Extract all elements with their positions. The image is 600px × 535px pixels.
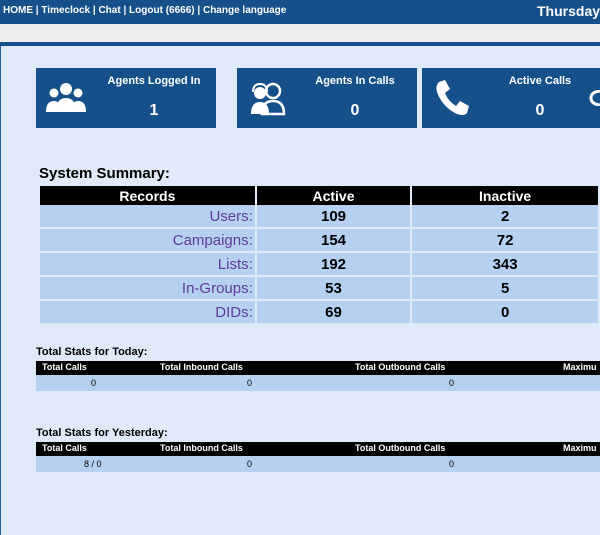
table-header-row: Total Calls Total Inbound Calls Total Ou… [36,442,600,456]
inactive-count: 2 [412,205,598,229]
table-row: Users: 109 2 [40,205,598,229]
active-calls-card[interactable]: Active Calls 0 [422,68,600,128]
total-inbound-value: 0 [247,378,253,388]
today-stats-table: Total Calls Total Inbound Calls Total Ou… [36,361,600,391]
card-title: Agents In Calls [315,75,395,87]
column-header: Maximu [563,362,597,372]
table-header-row: Records Active Inactive [40,186,598,205]
active-count: 192 [256,253,411,277]
active-count: 69 [256,301,411,325]
left-border [0,46,1,535]
total-calls-value: 0 [91,378,97,388]
table-row: 8 / 0 0 0 [36,456,600,472]
column-header: Inactive [412,186,598,205]
yesterday-stats-title: Total Stats for Yesterday: [36,427,168,439]
current-date: Thursday [537,3,600,19]
card-title: Agents Logged In [107,75,201,87]
active-count: 53 [256,277,411,301]
column-header: Maximu [563,443,597,453]
phone-icon [436,80,469,115]
partial-card[interactable] [587,68,600,128]
top-bar: HOME | Timeclock | Chat | Logout (6666) … [0,0,600,24]
nav-change-language-link[interactable]: Change language [202,5,287,16]
agents-logged-in-card[interactable]: Agents Logged In 1 [36,68,216,128]
record-label[interactable]: DIDs: [40,301,255,325]
column-header: Total Calls [42,443,87,453]
system-summary-title: System Summary: [39,165,170,182]
nav-separator: | [194,5,203,16]
card-title: Active Calls [508,75,572,87]
total-outbound-value: 0 [449,459,455,469]
sub-header-strip [0,24,600,42]
card-value: 0 [535,102,545,119]
system-summary-table: Records Active Inactive Users: 109 2 Cam… [38,186,600,325]
table-row: In-Groups: 53 5 [40,277,598,301]
table-row: Campaigns: 154 72 [40,229,598,253]
column-header: Total Outbound Calls [355,443,446,453]
nav-home-link[interactable]: HOME [3,5,33,16]
column-header: Total Outbound Calls [355,362,446,372]
record-label[interactable]: Lists: [40,253,255,277]
column-header: Active [256,186,411,205]
total-calls-value: 8 / 0 [84,459,102,469]
nav-logout-link[interactable]: Logout (6666) [129,5,195,16]
column-header: Records [40,186,255,205]
agents-in-calls-card[interactable]: Agents In Calls 0 [237,68,417,128]
nav-separator: | [120,5,130,16]
nav-chat-link[interactable]: Chat [98,5,121,16]
partial-card-icon [589,90,600,106]
record-label[interactable]: Users: [40,205,255,229]
nav-separator: | [33,5,42,16]
total-inbound-value: 0 [247,459,253,469]
record-label[interactable]: Campaigns: [40,229,255,253]
column-header: Total Calls [42,362,87,372]
agents-headset-icon [251,82,286,116]
top-nav: HOME | Timeclock | Chat | Logout (6666) … [3,5,286,16]
total-outbound-value: 0 [449,378,455,388]
inactive-count: 343 [412,253,598,277]
record-label[interactable]: In-Groups: [40,277,255,301]
active-count: 154 [256,229,411,253]
table-row: Lists: 192 343 [40,253,598,277]
header-divider [0,42,600,46]
nav-separator: | [90,5,99,16]
card-value: 0 [350,102,360,119]
today-stats-title: Total Stats for Today: [36,346,148,358]
table-row: 0 0 0 [36,375,600,391]
column-header: Total Inbound Calls [160,443,243,453]
yesterday-stats-table: Total Calls Total Inbound Calls Total Ou… [36,442,600,472]
inactive-count: 5 [412,277,598,301]
nav-timeclock-link[interactable]: Timeclock [41,5,91,16]
table-header-row: Total Calls Total Inbound Calls Total Ou… [36,361,600,375]
inactive-count: 0 [412,301,598,325]
inactive-count: 72 [412,229,598,253]
agents-group-icon [46,83,86,112]
table-row: DIDs: 69 0 [40,301,598,325]
column-header: Total Inbound Calls [160,362,243,372]
active-count: 109 [256,205,411,229]
card-value: 1 [149,102,159,119]
